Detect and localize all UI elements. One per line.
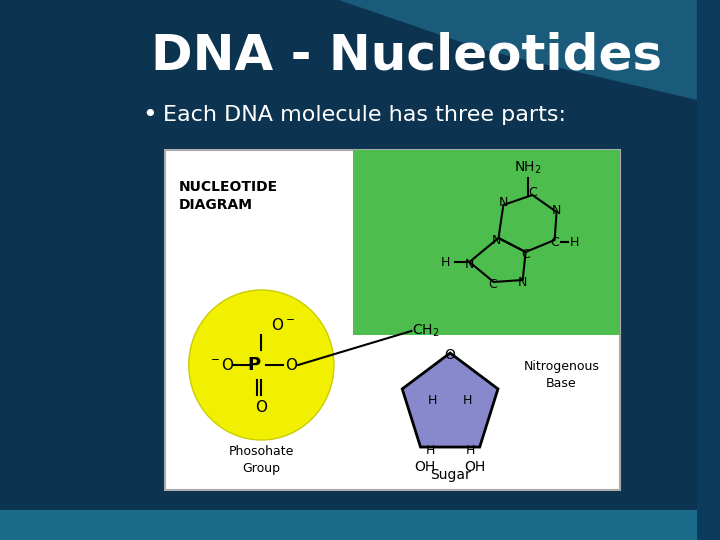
Text: DNA - Nucleotides: DNA - Nucleotides: [151, 31, 662, 79]
Polygon shape: [339, 0, 697, 100]
Text: N: N: [499, 197, 508, 210]
Polygon shape: [402, 353, 498, 447]
FancyBboxPatch shape: [165, 150, 619, 490]
Text: C: C: [488, 278, 497, 291]
Text: N: N: [552, 204, 562, 217]
Text: CH$_2$: CH$_2$: [412, 323, 440, 339]
Text: H: H: [465, 443, 474, 456]
Text: C: C: [550, 235, 559, 248]
Text: H: H: [428, 394, 437, 407]
Text: O: O: [445, 348, 456, 362]
Text: NH$_2$: NH$_2$: [513, 160, 541, 176]
Text: N: N: [518, 275, 527, 288]
Text: O: O: [256, 400, 268, 415]
Text: H: H: [426, 443, 435, 456]
Text: Phosohate
Group: Phosohate Group: [229, 445, 294, 475]
Text: Nitrogenous
Base: Nitrogenous Base: [523, 360, 599, 390]
Text: C: C: [521, 247, 530, 260]
Text: OH: OH: [415, 460, 436, 474]
FancyBboxPatch shape: [354, 150, 619, 335]
FancyBboxPatch shape: [0, 510, 697, 540]
Text: P: P: [247, 356, 260, 374]
Text: NUCLEOTIDE
DIAGRAM: NUCLEOTIDE DIAGRAM: [179, 180, 278, 212]
Text: Sugar: Sugar: [430, 468, 470, 482]
Text: C: C: [528, 186, 536, 199]
Text: N: N: [465, 258, 474, 271]
Text: $^-$O: $^-$O: [208, 357, 235, 373]
Text: O$^-$: O$^-$: [271, 317, 295, 333]
Text: •: •: [143, 103, 158, 127]
Text: H: H: [570, 235, 579, 248]
Circle shape: [189, 290, 334, 440]
Text: Each DNA molecule has three parts:: Each DNA molecule has three parts:: [163, 105, 566, 125]
Text: OH: OH: [464, 460, 485, 474]
Text: O: O: [286, 357, 297, 373]
Text: H: H: [441, 255, 450, 268]
Text: N: N: [492, 233, 501, 246]
Text: H: H: [463, 394, 472, 407]
FancyBboxPatch shape: [0, 0, 697, 540]
